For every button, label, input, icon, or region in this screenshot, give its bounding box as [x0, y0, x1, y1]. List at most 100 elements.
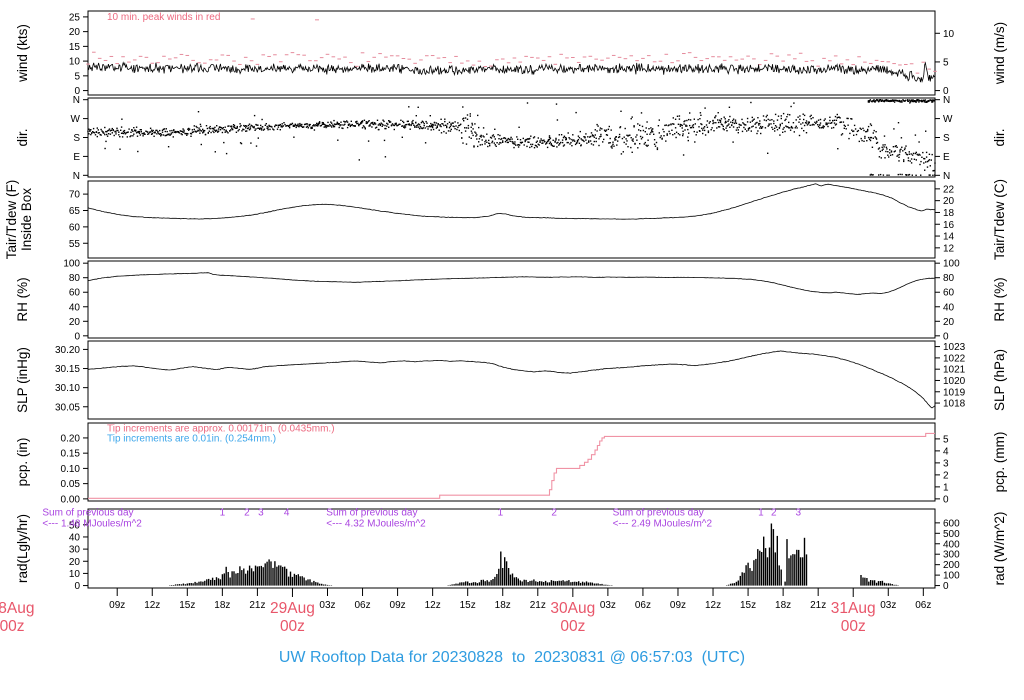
tick-label-left: 0 [74, 331, 80, 342]
x-tick-label: 21z [810, 600, 826, 611]
tick-label-right: 18 [943, 208, 955, 219]
panel-annotation: Sum of previous day [613, 508, 704, 519]
tick-label-right: 1019 [943, 387, 966, 398]
panel-border [87, 340, 936, 420]
axis-label-left: RH (%) [15, 277, 30, 321]
tick-label-right: S [943, 133, 950, 144]
x-tick-label: 15z [740, 600, 756, 611]
tick-label-left: 40 [69, 532, 81, 543]
tick-label-right: N [943, 95, 950, 106]
tick-label-right: 0 [943, 331, 949, 342]
wind-average [87, 61, 935, 83]
x-tick-label: 12z [144, 600, 160, 611]
tick-label-right: 100 [943, 571, 960, 582]
tick-label-left: 30.05 [55, 402, 80, 413]
tick-label-right: 200 [943, 560, 960, 571]
axis-label-left: wind (kts) [15, 24, 30, 83]
panel-border [87, 10, 936, 96]
x-tick-label: 15z [460, 600, 476, 611]
x-tick-label: 15z [179, 600, 195, 611]
tick-label-left: 10 [69, 57, 81, 68]
tick-label-left: 80 [69, 273, 81, 284]
date-label-hour: 00z [560, 618, 585, 635]
tick-label-right: 500 [943, 529, 960, 540]
axis-label-right: RH (%) [992, 277, 1007, 321]
tick-label-left: 20 [69, 317, 81, 328]
tick-label-left: 60 [69, 222, 81, 233]
panel-annotation: <--- 4.32 MJoules/m^2 [326, 518, 426, 529]
date-label: 31Aug [831, 600, 876, 617]
x-tick-label: 06z [354, 600, 370, 611]
tick-label-left: 20 [69, 27, 81, 38]
day-sum-marker: 2 [771, 508, 777, 519]
tick-label-left: 55 [69, 239, 81, 250]
x-tick-label: 12z [425, 600, 441, 611]
axis-label-left: Inside Box [19, 188, 34, 251]
tick-label-right: 1023 [943, 342, 966, 353]
solar-radiation-bars [169, 523, 899, 586]
x-tick-label: 21z [249, 600, 265, 611]
tick-label-right: 80 [943, 273, 955, 284]
tick-label-left: 0 [74, 581, 80, 592]
x-axis: 09z 12z 15z 18z 21z 03z 06z 09z 12z 15z 18z 21z 03z 0… [0, 588, 931, 635]
panel-radiation: 010203040500100200300400500600rad(Lgly/h… [15, 508, 1007, 592]
tick-label-right: 0 [943, 581, 949, 592]
axis-label-right: dir. [992, 128, 1007, 146]
tick-label-left: 65 [69, 206, 81, 217]
date-label: 28Aug [0, 600, 34, 617]
x-tick-label: 03z [880, 600, 896, 611]
x-tick-label: 18z [495, 600, 511, 611]
tick-label-left: 20 [69, 557, 81, 568]
panel-annotation: <--- 2.49 MJoules/m^2 [613, 518, 713, 529]
x-tick-label: 09z [390, 600, 406, 611]
panel-border [87, 180, 936, 259]
tick-label-left: S [73, 133, 80, 144]
tick-label-left: 30.15 [55, 364, 80, 375]
day-sum-marker: 4 [284, 508, 290, 519]
relative-humidity-line [87, 272, 935, 295]
axis-label-left: pcp. (in) [15, 438, 30, 487]
tick-label-left: 0.00 [61, 494, 81, 505]
tick-label-right: 1 [943, 482, 949, 493]
tick-label-right: 5 [943, 434, 949, 445]
tick-label-left: 30 [69, 545, 81, 556]
panel-humidity: 0 20 40 60 80 100 0 20 40 60 80 100 RH (%) RH (%) [15, 259, 1007, 343]
tick-label-left: 50 [69, 520, 81, 531]
air-temperature-line [87, 183, 935, 220]
tick-label-right: 14 [943, 232, 955, 243]
tick-label-right: 400 [943, 539, 960, 550]
panel-annotation: <--- 1.48 MJoules/m^2 [42, 518, 142, 529]
tick-label-right: 3 [943, 458, 949, 469]
day-sum-marker: 2 [244, 508, 250, 519]
tick-label-left: 60 [69, 288, 81, 299]
sea-level-pressure-line [87, 350, 936, 409]
date-label-hour: 00z [280, 618, 305, 635]
tick-label-left: 30.20 [55, 345, 80, 356]
rain-accumulation-step [88, 432, 935, 499]
tick-label-right: 5 [943, 57, 949, 68]
tick-label-left: 0.20 [61, 433, 81, 444]
tick-label-right: 1020 [943, 376, 966, 387]
day-sum-marker: 1 [498, 508, 504, 519]
tick-label-right: 12 [943, 243, 955, 254]
chart-container: 0 5 10 15 20 25 0 5 10 wind (kts) wind (m/s) 10 min… [0, 10, 1007, 635]
axis-label-right: pcp. (mm) [992, 432, 1007, 493]
tick-label-right: W [943, 114, 953, 125]
day-sum-marker: 2 [551, 508, 557, 519]
x-tick-label: 06z [915, 600, 931, 611]
tick-label-right: 1022 [943, 353, 966, 364]
x-tick-label: 06z [635, 600, 651, 611]
axis-label-right: Tair/Tdew (C) [992, 179, 1007, 260]
tick-label-right: 20 [943, 317, 955, 328]
tick-label-left: 100 [63, 259, 80, 270]
tick-label-right: 2 [943, 470, 949, 481]
tick-label-right: 300 [943, 550, 960, 561]
axis-label-left: SLP (inHg) [15, 347, 30, 413]
tick-label-left: 0.10 [61, 464, 81, 475]
panel-wind: 0 5 10 15 20 25 0 5 10 wind (kts) wind (m/s) 10 min… [15, 10, 1007, 97]
panel-annotation: Sum of previous day [42, 508, 133, 519]
date-label-hour: 00z [841, 618, 866, 635]
